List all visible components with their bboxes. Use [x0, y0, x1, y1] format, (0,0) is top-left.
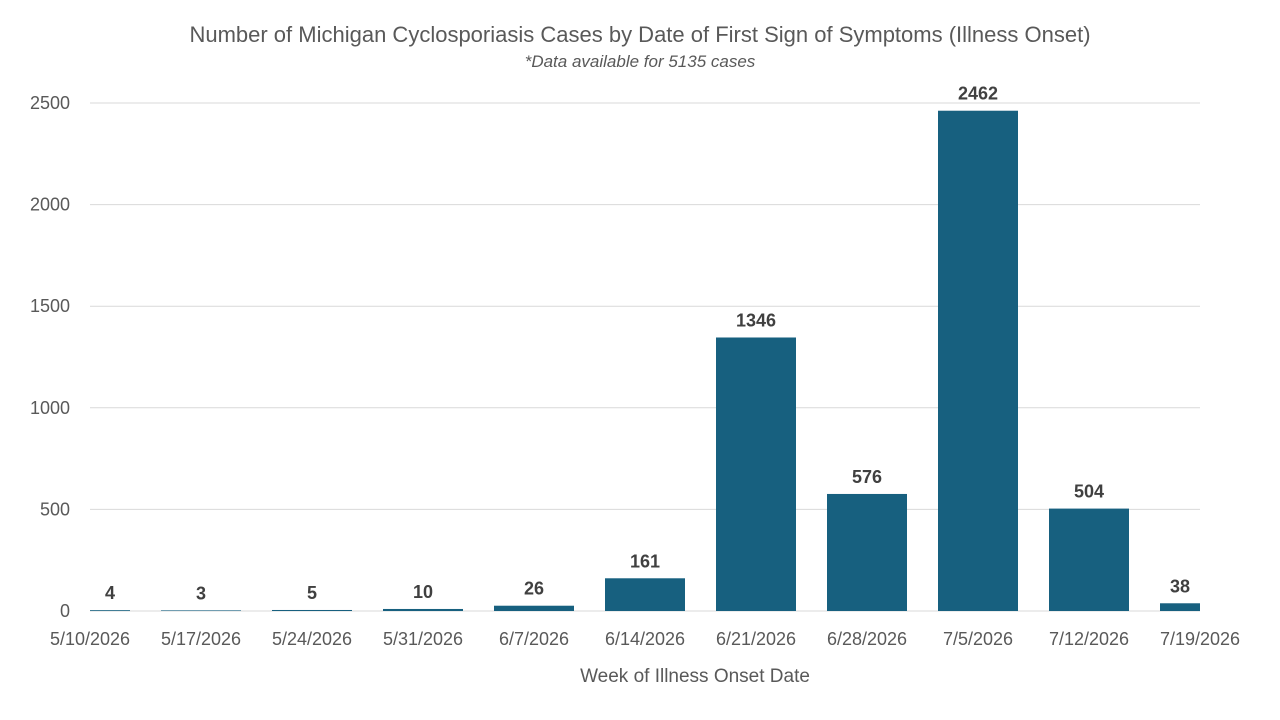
x-tick-label: 6/14/2026 [605, 629, 685, 649]
data-label: 2462 [958, 84, 998, 104]
bar-5/24/2026 [272, 609, 352, 611]
data-label: 5 [307, 583, 317, 603]
y-tick-label: 1000 [30, 398, 70, 418]
x-tick-label: 7/12/2026 [1049, 629, 1129, 649]
x-tick-label: 6/7/2026 [499, 629, 569, 649]
data-label: 10 [413, 582, 433, 602]
x-tick-label: 7/19/2026 [1160, 629, 1240, 649]
x-axis-ticks: 5/10/2026 5/17/2026 5/24/2026 5/31/2026 6/7/… [50, 629, 1240, 649]
x-tick-label: 5/10/2026 [50, 629, 130, 649]
chart-title: Number of Michigan Cyclosporiasis Cases … [189, 22, 1090, 47]
bar-6/7/2026 [494, 605, 574, 611]
bar-7/12/2026 [1049, 508, 1129, 611]
bar-5/31/2026 [383, 608, 463, 611]
bar-6/21/2026 [716, 337, 796, 611]
bar-6/28/2026 [827, 493, 907, 611]
bar-5/10/2026 [90, 610, 130, 611]
x-tick-label: 6/28/2026 [827, 629, 907, 649]
x-tick-label: 7/5/2026 [943, 629, 1013, 649]
data-label: 38 [1170, 576, 1190, 596]
y-tick-label: 2500 [30, 93, 70, 113]
x-tick-label: 5/17/2026 [161, 629, 241, 649]
data-label: 3 [196, 583, 206, 603]
bars [90, 110, 1200, 611]
data-label: 161 [630, 551, 660, 571]
y-tick-label: 2000 [30, 195, 70, 215]
bar-7/19/2026 [1160, 603, 1200, 611]
y-tick-label: 0 [60, 601, 70, 621]
gridlines [90, 102, 1200, 612]
data-label: 26 [524, 579, 544, 599]
x-axis-label: Week of Illness Onset Date [580, 666, 810, 687]
y-tick-label: 500 [40, 499, 70, 519]
x-tick-label: 6/21/2026 [716, 629, 796, 649]
bar-5/17/2026 [161, 610, 241, 611]
bar-7/5/2026 [938, 110, 1018, 611]
chart-subtitle: *Data available for 5135 cases [525, 52, 756, 71]
data-label: 1346 [736, 310, 776, 330]
data-labels: 4 3 5 10 26 161 1346 576 2462 504 38 [105, 84, 1190, 604]
y-axis-ticks: 0 500 1000 1500 2000 2500 [30, 93, 70, 621]
y-tick-label: 1500 [30, 296, 70, 316]
x-tick-label: 5/31/2026 [383, 629, 463, 649]
data-label: 4 [105, 583, 115, 603]
bar-6/14/2026 [605, 578, 685, 611]
x-tick-label: 5/24/2026 [272, 629, 352, 649]
data-label: 504 [1074, 482, 1104, 502]
data-label: 576 [852, 467, 882, 487]
